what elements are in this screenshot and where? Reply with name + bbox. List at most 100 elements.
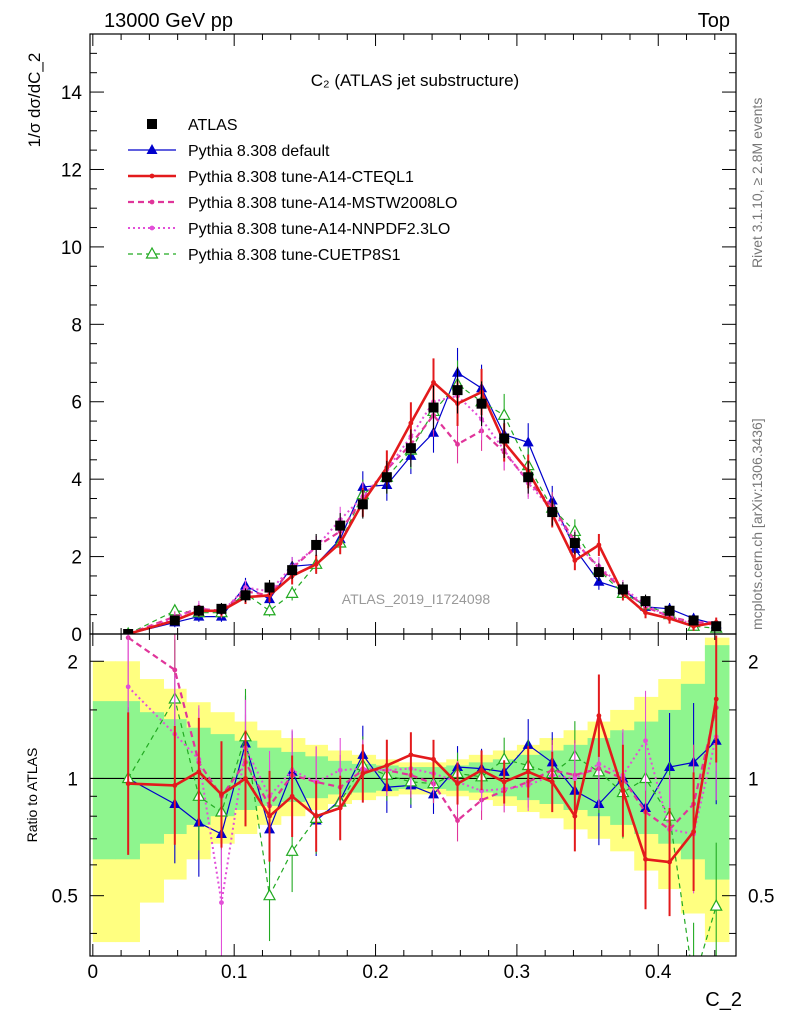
y-tick-label: 10 — [61, 238, 82, 259]
data-point — [596, 542, 602, 548]
ratio-point — [596, 713, 602, 719]
data-point — [617, 584, 628, 595]
ratio-point — [360, 771, 366, 776]
ratio-point — [643, 738, 648, 744]
legend-marker — [149, 199, 155, 205]
legend-label: Pythia 8.308 tune-A14-CTEQL1 — [188, 169, 414, 186]
data-point — [337, 540, 343, 546]
y-tick-label: 4 — [71, 470, 82, 491]
ratio-point — [667, 859, 672, 865]
x-axis-label: C_2 — [705, 989, 742, 1011]
ratio-point — [125, 684, 131, 690]
data-point — [522, 436, 534, 447]
data-point — [216, 603, 227, 614]
ratio-tick-label-right: 1 — [748, 769, 759, 790]
ratio-point — [196, 769, 202, 775]
data-point — [381, 472, 392, 483]
legend-marker — [149, 225, 155, 231]
data-point — [169, 615, 180, 626]
y-tick-label: 8 — [71, 315, 82, 336]
y-tick-label: 2 — [71, 548, 82, 569]
legend-marker — [147, 119, 157, 129]
ratio-point — [337, 767, 343, 773]
watermark-label: ATLAS_2019_I1724098 — [342, 591, 491, 607]
ratio-point — [337, 805, 343, 811]
ratio-point — [688, 976, 699, 986]
ratio-point — [408, 752, 414, 758]
data-point — [667, 616, 672, 621]
data-point — [264, 582, 275, 593]
ratio-point — [572, 813, 578, 819]
data-point — [431, 379, 436, 385]
ratio-point — [572, 776, 578, 781]
data-point — [285, 586, 299, 598]
legend-marker — [146, 144, 158, 154]
x-tick-label: 0.3 — [504, 962, 530, 983]
ratio-point — [384, 763, 390, 768]
ratio-point — [479, 788, 484, 794]
data-point — [711, 621, 722, 632]
ratio-point — [455, 781, 460, 787]
data-point — [643, 610, 648, 616]
data-point — [523, 472, 534, 483]
data-point — [593, 567, 604, 578]
header-left: 13000 GeV pp — [104, 10, 233, 32]
header-right: Top — [698, 10, 730, 32]
legend-label: Pythia 8.308 tune-CUETP8S1 — [188, 247, 401, 264]
ratio-plot-frame — [89, 633, 737, 957]
y-tick-label: 0 — [71, 625, 82, 646]
ratio-point — [479, 767, 484, 773]
data-point — [263, 603, 277, 616]
data-point — [476, 398, 487, 409]
ratio-y-axis-label: Ratio to ATLAS — [24, 748, 40, 843]
legend-label: Pythia 8.308 tune-A14-MSTW2008LO — [188, 195, 457, 212]
series-0 — [123, 366, 722, 634]
data-point — [688, 615, 699, 626]
data-point — [287, 565, 298, 576]
ratio-point — [549, 779, 555, 785]
ratio-point — [219, 900, 224, 905]
x-tick-label: 0.2 — [362, 962, 388, 983]
data-point — [569, 538, 580, 549]
ratio-point — [313, 813, 319, 819]
data-point — [452, 385, 463, 396]
ratio-point — [596, 761, 602, 767]
ratio-point — [643, 856, 648, 862]
data-point — [664, 605, 675, 616]
ratio-point — [713, 696, 719, 702]
ratio-point — [125, 781, 131, 787]
data-point — [123, 629, 134, 634]
ratio-point — [525, 769, 531, 775]
ratio-point — [431, 756, 436, 762]
ratio-point — [289, 793, 295, 799]
y-tick-label: 6 — [71, 393, 82, 414]
ratio-point — [243, 776, 248, 781]
ratio-point — [219, 792, 224, 797]
ratio-point — [691, 829, 696, 835]
chart-title: C₂ (ATLAS jet substructure) — [311, 71, 519, 90]
data-point — [428, 402, 439, 413]
ratio-point — [172, 782, 178, 788]
data-point — [497, 408, 511, 420]
ratio-point — [263, 888, 277, 901]
data-point — [267, 592, 272, 598]
data-point — [335, 520, 346, 531]
legend-marker — [145, 246, 159, 259]
ratio-tick-label-left: 1 — [67, 769, 78, 790]
y-tick-label: 14 — [61, 83, 83, 104]
ratio-point — [285, 844, 299, 856]
ratio-tick-label-right: 0.5 — [748, 887, 774, 908]
rivet-label: Rivet 3.1.10, ≥ 2.8M events — [749, 98, 765, 268]
ratio-band-green-bin — [92, 701, 116, 860]
legend-label: ATLAS — [188, 117, 238, 134]
ratio-series-2 — [125, 635, 719, 917]
x-tick-label: 0.1 — [221, 962, 247, 983]
main-plot-frame — [89, 33, 737, 635]
ratio-point — [709, 898, 723, 911]
main-plot-area — [123, 347, 723, 634]
x-tick-label: 0.4 — [645, 962, 672, 983]
legend-label: Pythia 8.308 default — [188, 143, 330, 160]
ratio-point — [172, 667, 178, 673]
data-point — [357, 499, 368, 510]
